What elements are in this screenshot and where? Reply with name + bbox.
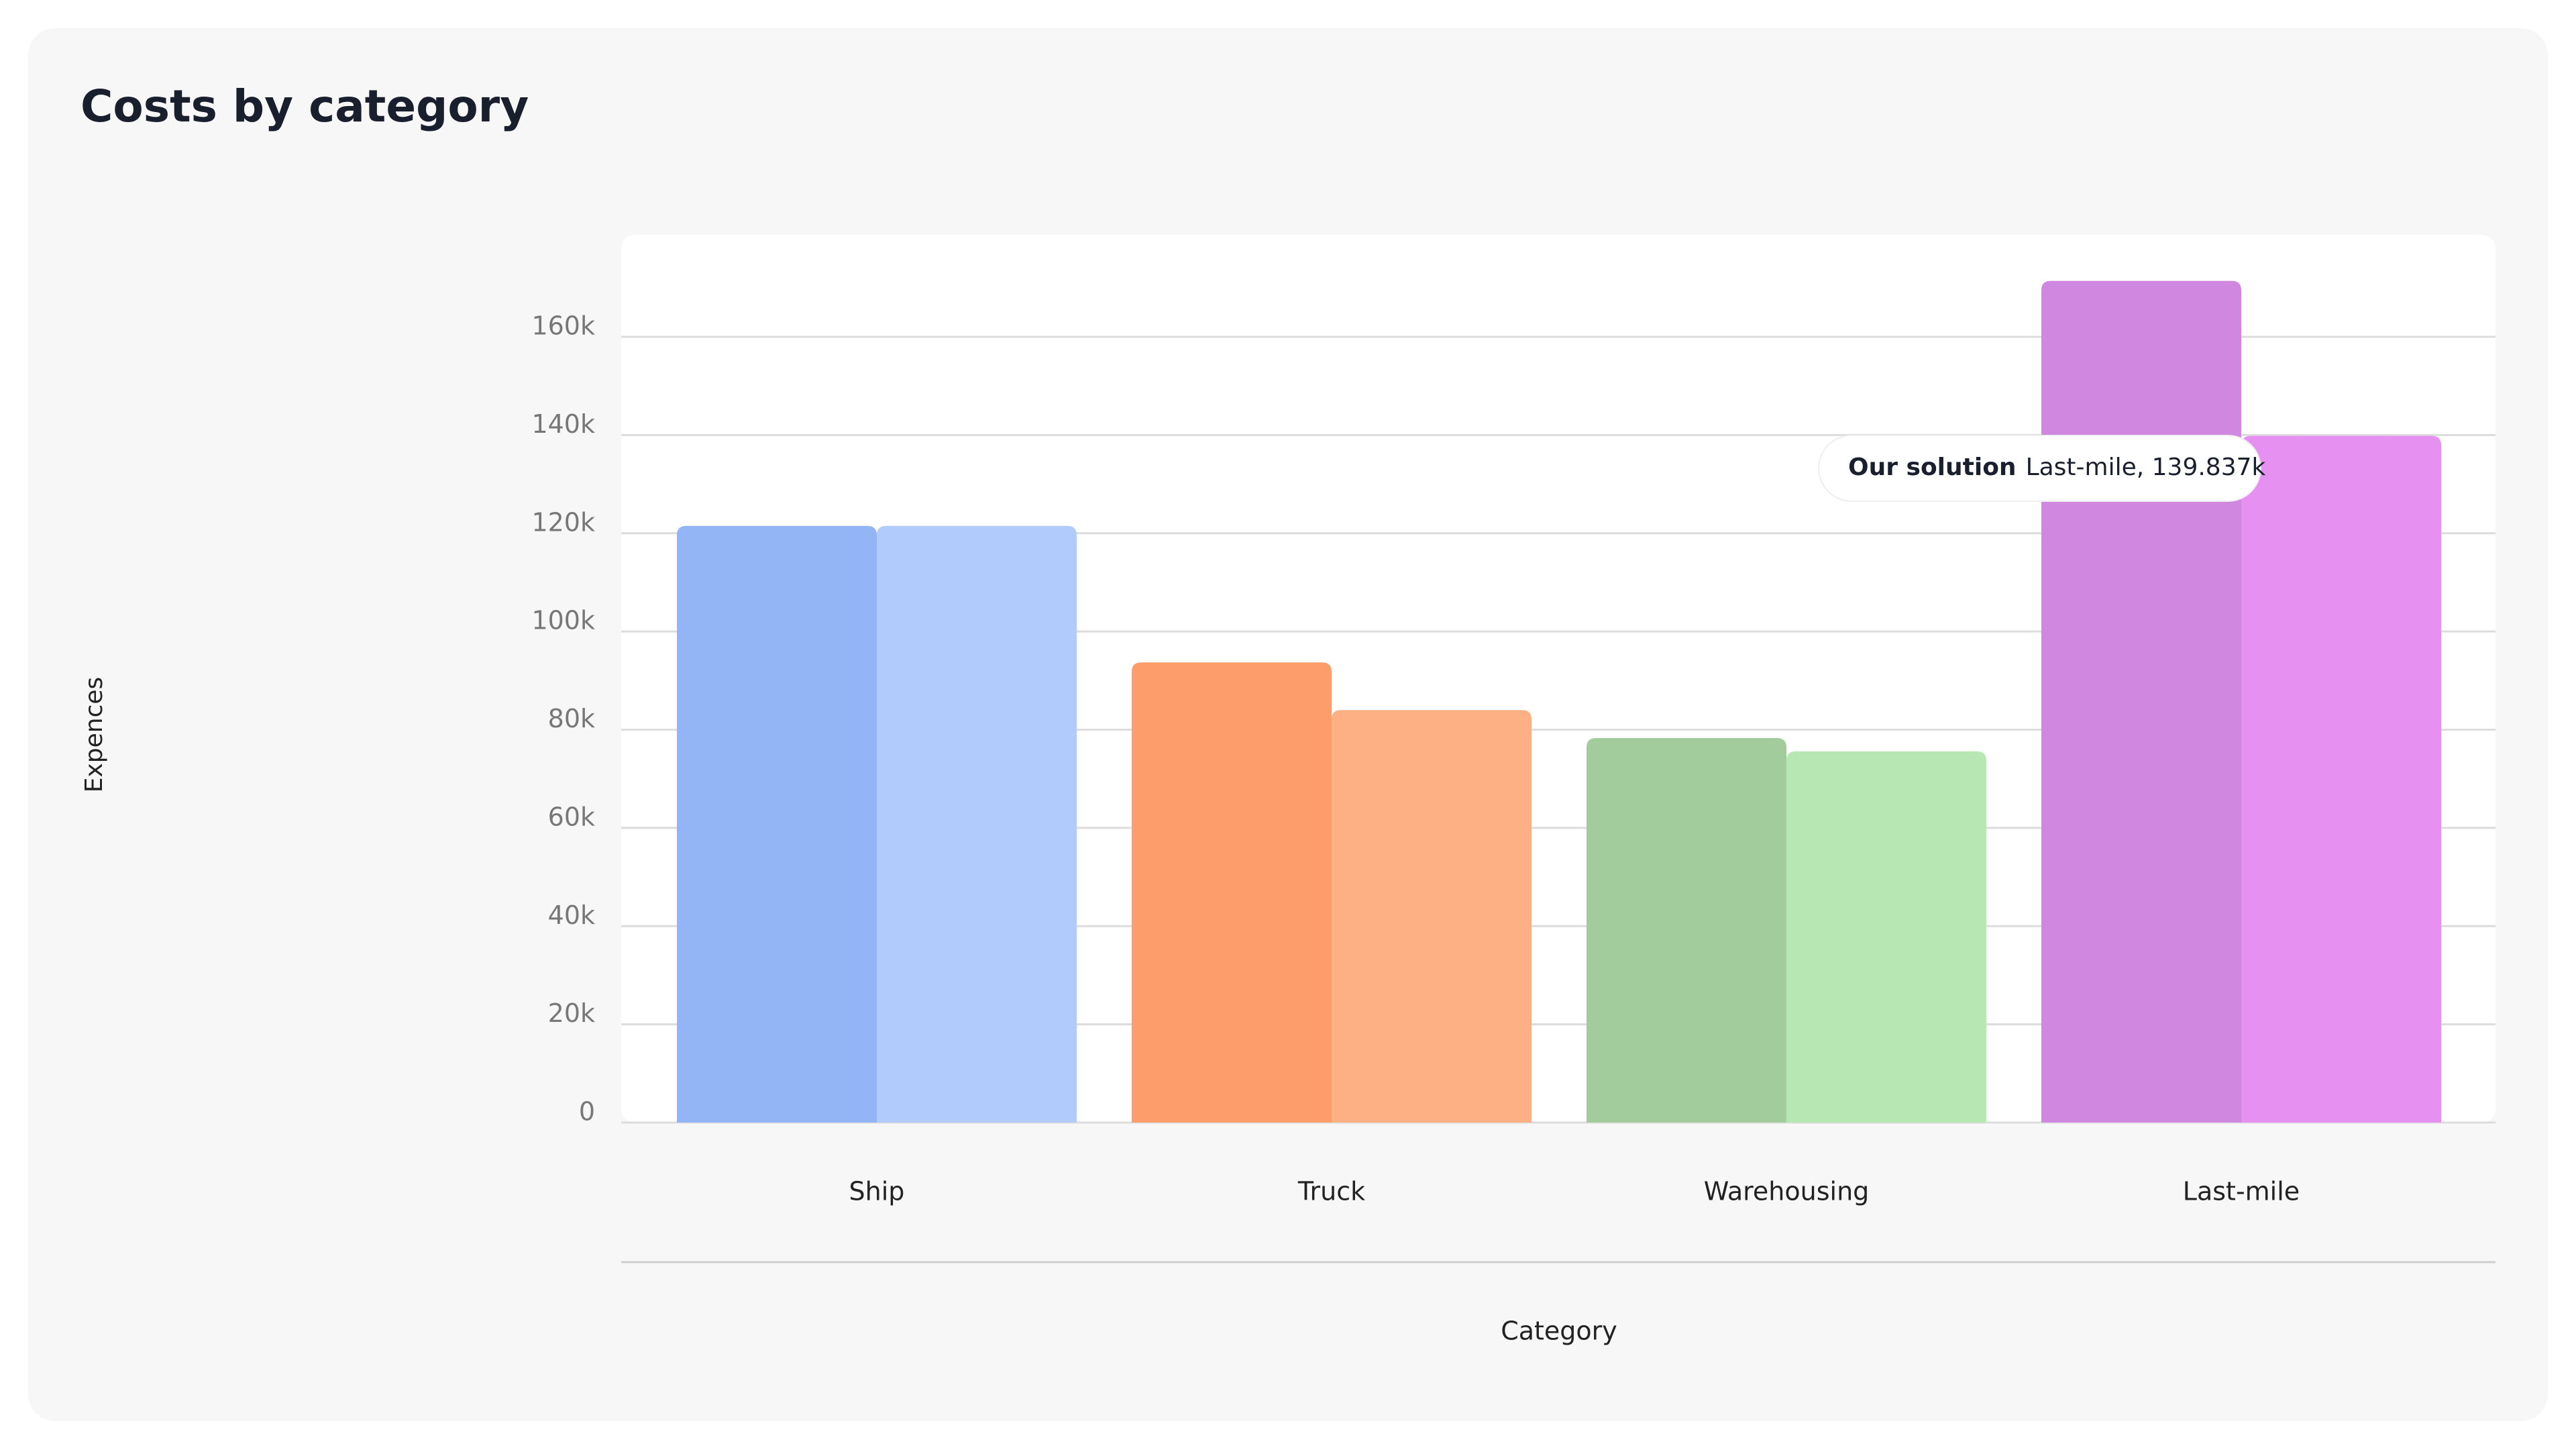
tooltip-series: Our solution	[1848, 454, 2017, 481]
bar	[2241, 435, 2441, 1123]
tooltip-text: Our solution Last-mile, 139.837k	[1848, 454, 2266, 481]
x-tick-label: Last-mile	[2183, 1177, 2300, 1206]
bar	[1587, 737, 1786, 1123]
y-tick-label: 20k	[548, 998, 595, 1028]
tooltip: Our solution Last-mile, 139.837k	[1818, 435, 2266, 502]
y-tick-label: 0	[579, 1097, 595, 1127]
bar	[1332, 710, 1532, 1123]
x-tick-label: Truck	[1297, 1177, 1365, 1206]
chart-title: Costs by category	[80, 81, 529, 132]
y-tick-label: 120k	[531, 507, 595, 537]
bar	[1786, 751, 1986, 1123]
bar	[1132, 662, 1332, 1123]
bar	[877, 525, 1077, 1123]
y-axis-label: Expences	[80, 677, 108, 793]
bar	[677, 525, 877, 1123]
bar	[2041, 280, 2241, 1123]
y-tick-label: 140k	[531, 409, 595, 439]
y-tick-label: 80k	[548, 704, 595, 733]
x-axis-label: Category	[1501, 1316, 1617, 1346]
y-tick-label: 160k	[531, 311, 595, 341]
x-tick-label: Warehousing	[1704, 1177, 1870, 1206]
x-tick-label: Ship	[849, 1177, 905, 1206]
tooltip-box	[1818, 435, 2261, 502]
y-tick-label: 60k	[548, 802, 595, 831]
y-tick-label: 100k	[531, 606, 595, 635]
y-tick-label: 40k	[548, 900, 595, 930]
tooltip-value: Last-mile, 139.837k	[2026, 454, 2266, 481]
